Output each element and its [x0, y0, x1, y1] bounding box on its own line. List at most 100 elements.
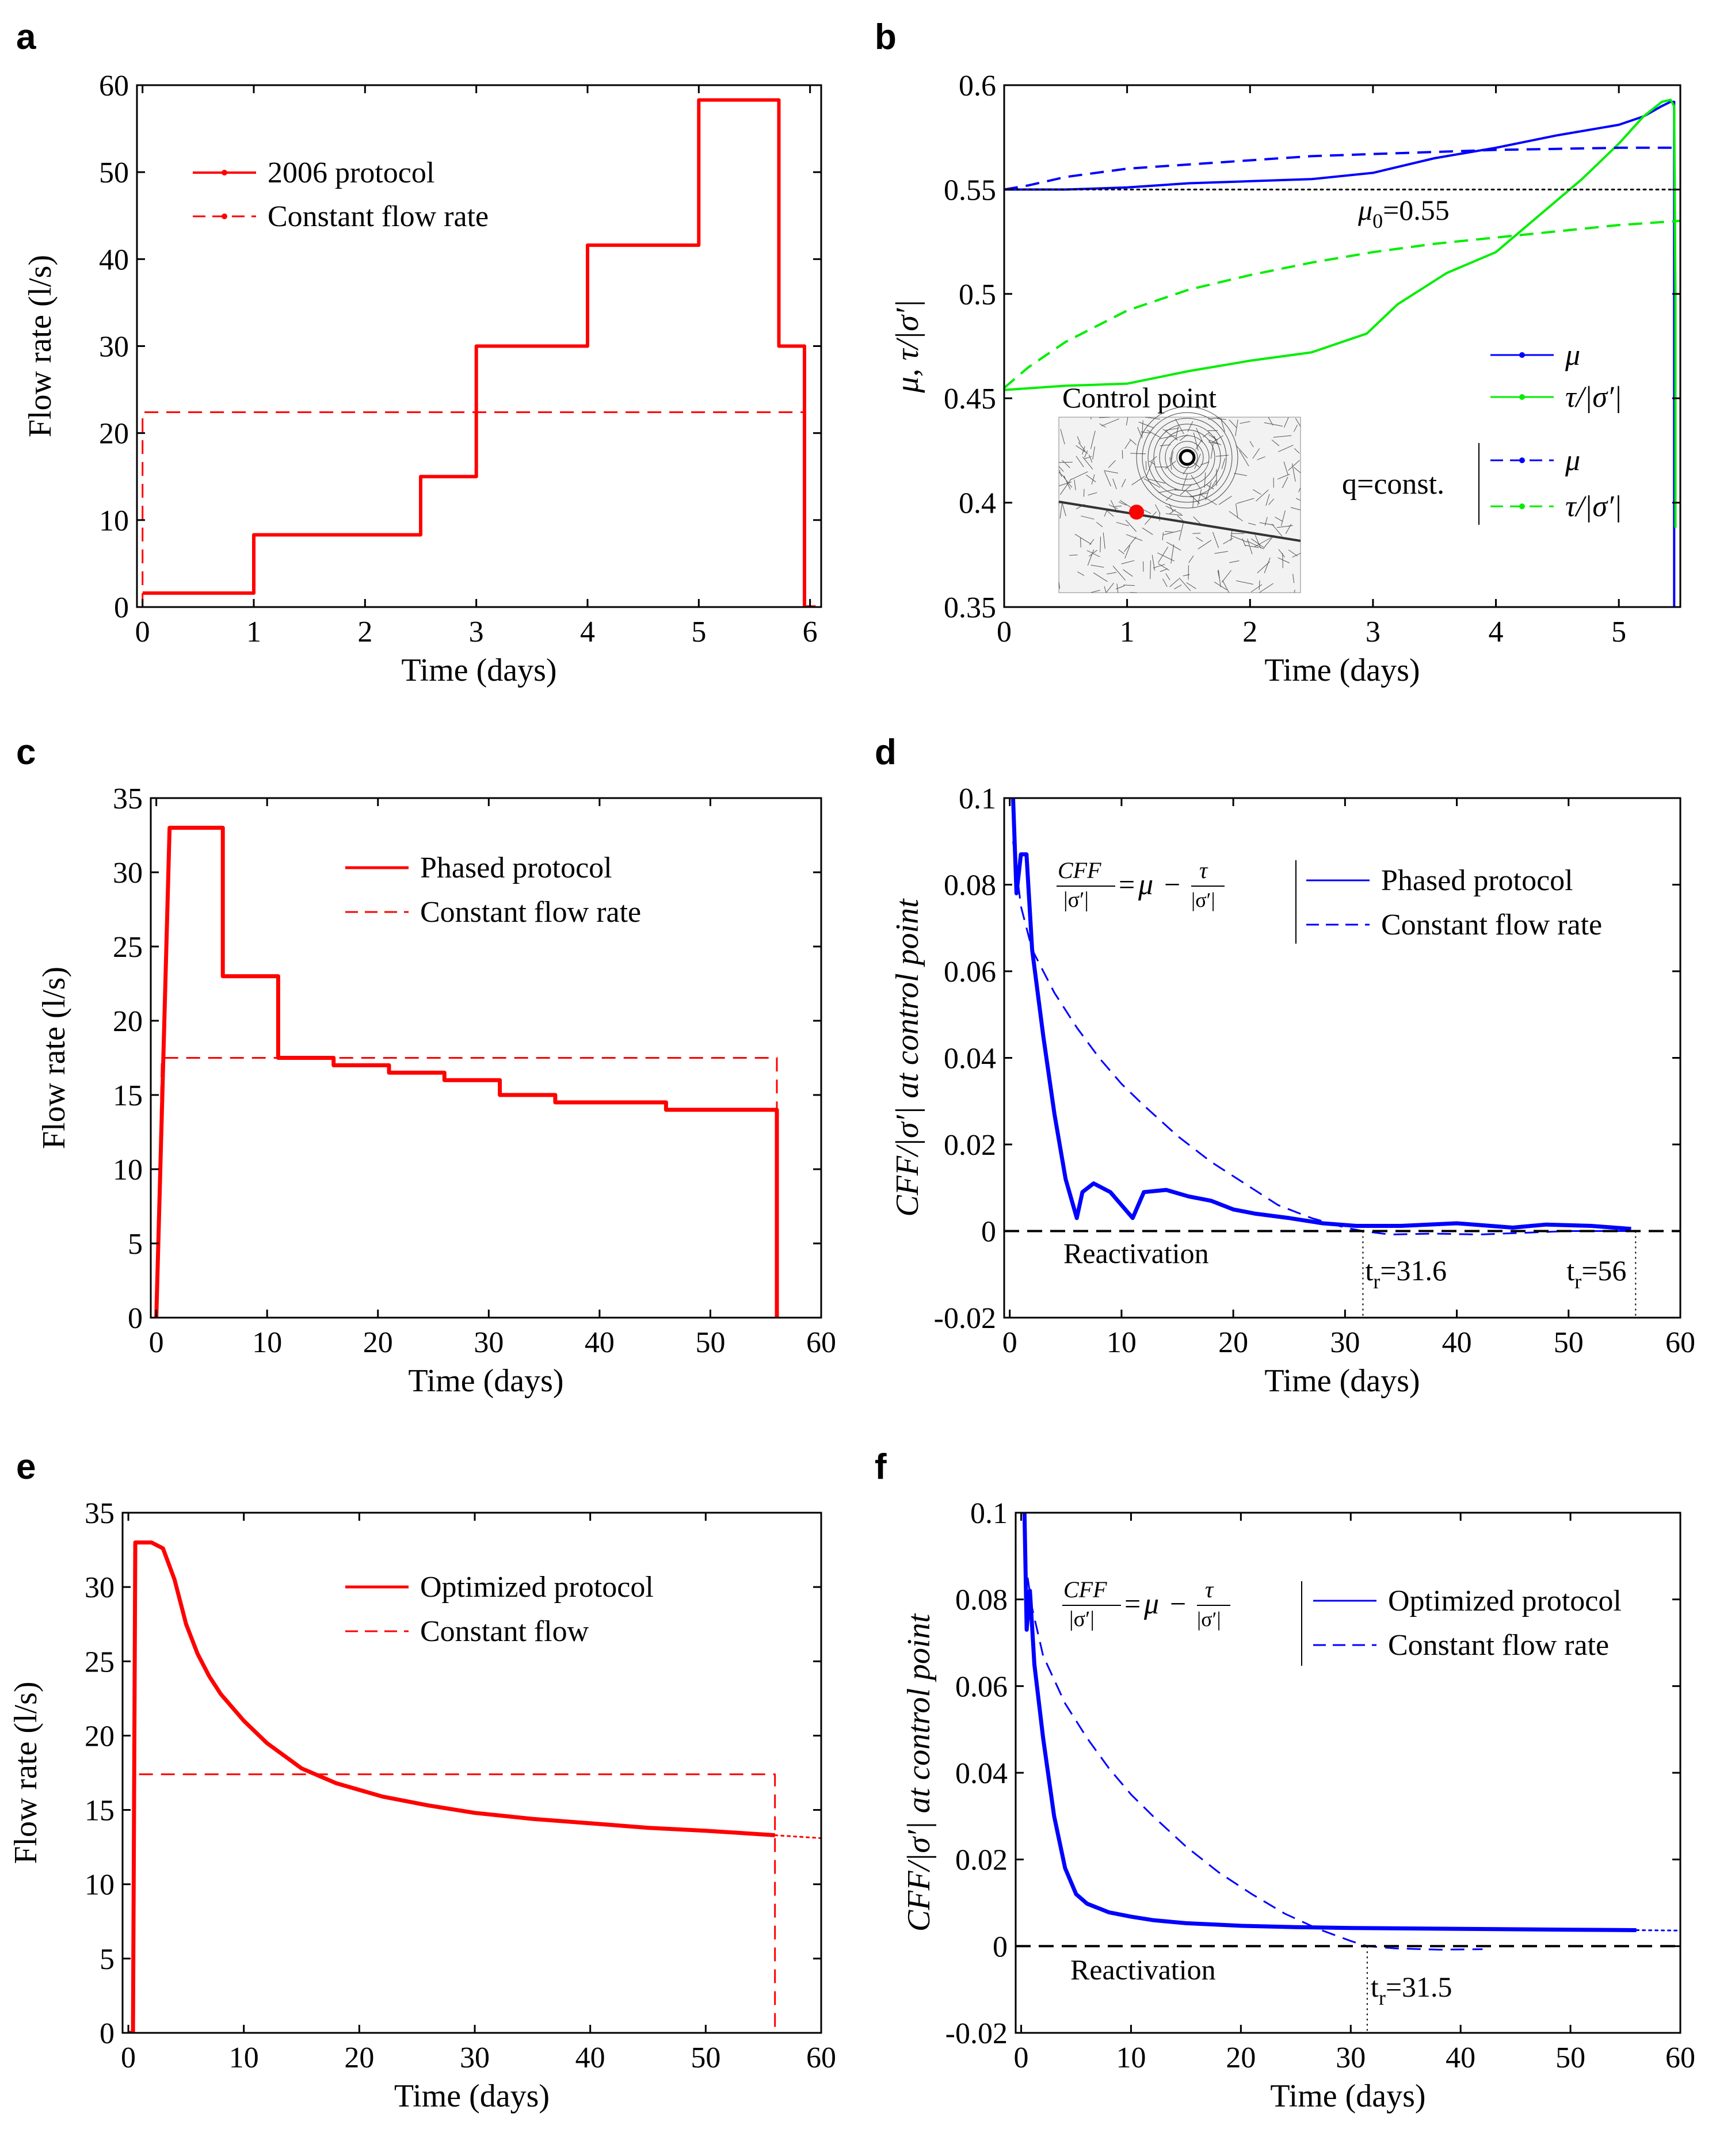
legend-label: Optimized protocol — [1388, 1585, 1622, 1617]
panel-b: b 0 1 2 3 4 5 0.35 0.4 0.45 0.5 0.55 0.6 Time (days) μ… — [875, 17, 1681, 688]
legend-marker — [1519, 394, 1525, 400]
y-tick-label: 20 — [85, 1720, 115, 1753]
panel-letter-f: f — [875, 1447, 887, 1487]
y-tick-label: 0.02 — [944, 1129, 996, 1162]
x-tick-label: 30 — [474, 1326, 504, 1359]
eq-mu: μ — [1143, 1588, 1159, 1620]
x-axis-label: Time (days) — [394, 2078, 550, 2114]
eq-denominator: |σ′| — [1069, 1607, 1095, 1631]
well-marker — [1179, 449, 1196, 466]
x-tick-label: 4 — [580, 616, 595, 648]
y-axis-label: Flow rate (l/s) — [8, 1681, 44, 1864]
series-line-a-0 — [142, 98, 816, 607]
legend-marker — [1519, 503, 1525, 509]
legend-label: τ/|σ′| — [1565, 381, 1622, 414]
y-tick-label: 15 — [113, 1079, 143, 1112]
x-tick-label: 5 — [691, 616, 706, 648]
control-point-marker — [1129, 505, 1144, 520]
y-tick-label: 0.08 — [955, 1584, 1008, 1617]
eq-minus: − — [1170, 1588, 1186, 1620]
x-tick-label: 0 — [135, 616, 150, 648]
x-axis-label: Time (days) — [1264, 1363, 1420, 1399]
y-tick-label: 60 — [99, 70, 129, 102]
y-tick-label: -0.02 — [945, 2017, 1008, 2050]
tr-label: tr=31.5 — [1371, 1971, 1452, 2009]
x-tick-label: 1 — [246, 616, 261, 648]
x-tick-label: 40 — [1442, 1326, 1472, 1359]
y-tick-label: 0.4 — [959, 487, 996, 520]
q-const-label: q=const. — [1342, 468, 1444, 501]
y-tick-label: 0 — [100, 2017, 115, 2050]
legend-label: Constant flow rate — [420, 896, 641, 929]
y-tick-label: 0.5 — [959, 278, 996, 311]
y-tick-label: 10 — [85, 1869, 115, 1902]
mesh-lines — [1058, 417, 1301, 593]
legend-b: μ τ/|σ′| μ τ/|σ′| q=const. μ0=0.55 — [1342, 194, 1622, 525]
y-tick-label: 0.06 — [944, 956, 996, 989]
fault-line — [1058, 501, 1301, 542]
y-tick-label: 0 — [993, 1930, 1008, 1963]
legend-e: Optimized protocol Constant flow — [345, 1571, 654, 1648]
x-tick-label: 2 — [1242, 616, 1257, 648]
y-tick-label: 5 — [128, 1228, 143, 1261]
x-tick-label: 40 — [585, 1326, 615, 1359]
panel-letter-b: b — [875, 17, 897, 57]
y-tick-label: 15 — [85, 1795, 115, 1827]
x-axis-label: Time (days) — [408, 1363, 563, 1399]
eq-minus: − — [1164, 868, 1180, 900]
y-tick-label: 30 — [99, 331, 129, 364]
series-line-c-0 — [154, 826, 779, 1318]
x-tick-label: 50 — [695, 1326, 725, 1359]
y-tick-label: 0.02 — [955, 1844, 1008, 1877]
x-tick-label: 60 — [1665, 1326, 1695, 1359]
x-tick-label: 40 — [575, 2041, 605, 2074]
x-tick-label: 1 — [1120, 616, 1135, 648]
mesh-ring — [1147, 418, 1227, 497]
axis-frame — [1003, 84, 1681, 608]
x-tick-label: 40 — [1446, 2041, 1475, 2074]
x-tick-label: 20 — [363, 1326, 393, 1359]
y-axis-label: CFF/|σ′| at control point — [890, 898, 925, 1217]
x-tick-label: 50 — [1554, 1326, 1584, 1359]
tr-label: tr=56 — [1566, 1254, 1626, 1293]
legend-label: Constant flow rate — [1381, 909, 1602, 941]
y-tick-label: 0 — [128, 1302, 143, 1335]
panel-f: f0 10 20 30 40 50 60-0.0200.020.040.060.080.1T… — [875, 1447, 1695, 2114]
mesh-ring — [1170, 441, 1204, 474]
legend-c: Phased protocol Constant flow rate — [345, 852, 641, 929]
eq-denominator-2: |σ′| — [1197, 1608, 1221, 1631]
eq-numerator: CFF — [1063, 1577, 1107, 1602]
y-tick-label: 0.35 — [944, 592, 996, 624]
legend-label: Phased protocol — [420, 852, 612, 884]
x-tick-label: 60 — [806, 2041, 836, 2074]
series-line-b-1 — [1004, 98, 1677, 528]
series-line-b-2 — [1004, 146, 1680, 191]
x-tick-label: 3 — [469, 616, 484, 648]
x-tick-label: 10 — [229, 2041, 259, 2074]
y-tick-label: 50 — [99, 157, 129, 189]
reactivation-label: Reactivation — [1070, 1953, 1216, 1986]
y-tick-label: 0.08 — [944, 869, 996, 902]
series-line-d-0 — [1011, 798, 1631, 1231]
y-tick-label: -0.02 — [934, 1302, 996, 1335]
x-tick-label: 20 — [344, 2041, 374, 2074]
mesh-ring — [1153, 423, 1221, 491]
x-axis-label: Time (days) — [401, 652, 556, 688]
y-tick-label: 0.55 — [944, 174, 996, 207]
reactivation-label: Reactivation — [1063, 1237, 1209, 1269]
series-line-e-0 — [128, 1540, 775, 2033]
series-line-d-1 — [1012, 841, 1631, 1235]
y-axis-label: CFF/|σ′| at control point — [901, 1613, 937, 1932]
cff-equation: CFF |σ′| = μ − τ |σ′| — [1057, 857, 1225, 912]
eq-denominator: |σ′| — [1063, 888, 1089, 912]
mesh-ring — [1159, 429, 1215, 486]
x-tick-label: 30 — [1336, 2041, 1366, 2074]
y-tick-label: 0.1 — [959, 783, 996, 815]
cff-equation: CFF |σ′| = μ − τ |σ′| — [1062, 1577, 1230, 1631]
x-tick-label: 50 — [691, 2041, 720, 2074]
axis-frame — [121, 1512, 822, 2034]
y-tick-label: 0.45 — [944, 383, 996, 415]
y-tick-label: 30 — [85, 1571, 115, 1604]
x-tick-label: 10 — [252, 1326, 282, 1359]
